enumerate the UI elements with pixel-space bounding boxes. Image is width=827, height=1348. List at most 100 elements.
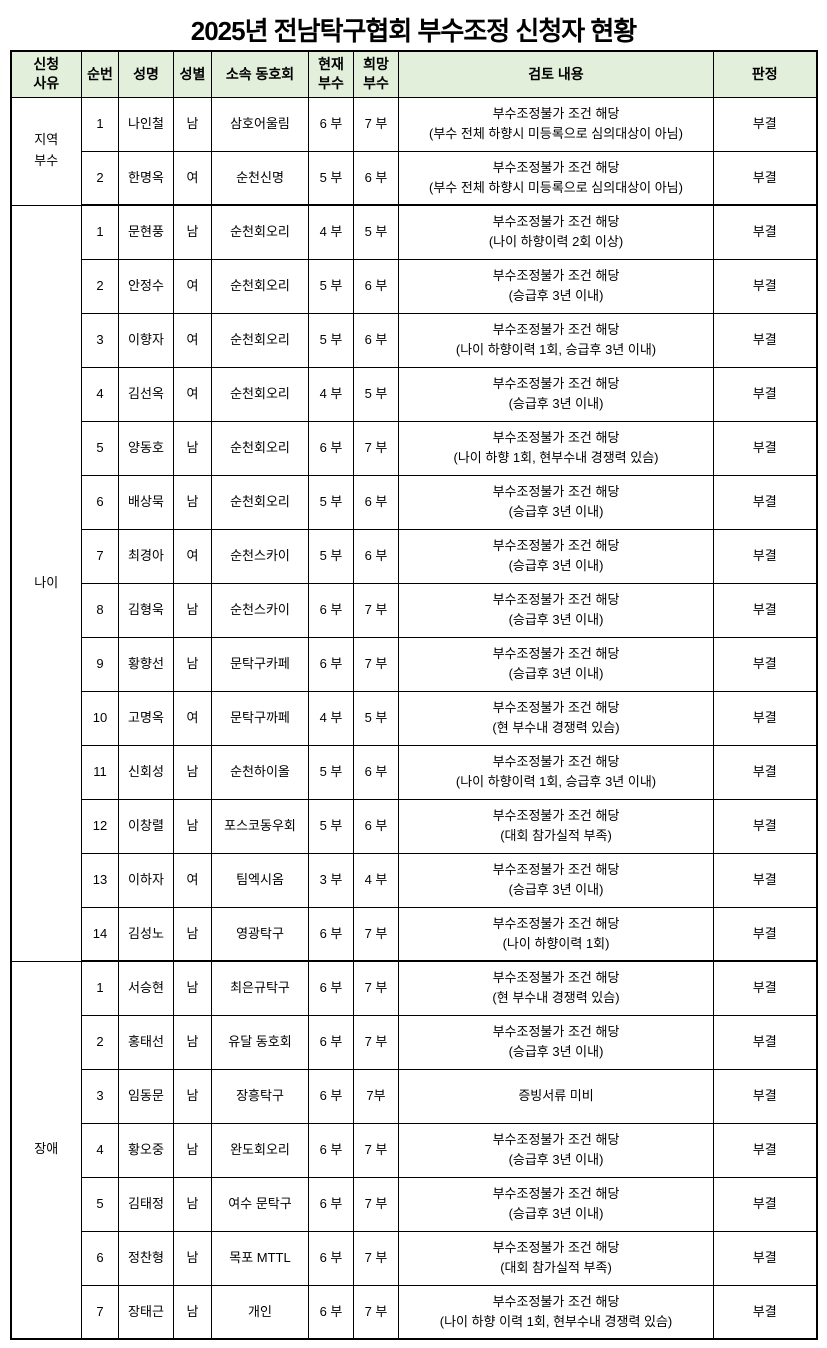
judgment-cell: 부결 <box>713 366 817 422</box>
name-cell: 안정수 <box>118 258 174 314</box>
review-cell: 부수조정불가 조건 해당 (나이 하향 1회, 현부수내 경쟁력 있슴) <box>398 420 714 476</box>
number-cell: 13 <box>81 852 119 908</box>
number-cell: 2 <box>81 258 119 314</box>
gender-cell: 남 <box>173 1230 212 1286</box>
name-cell: 문현풍 <box>118 204 174 260</box>
desired-division-cell: 7 부 <box>353 1176 399 1232</box>
desired-division-cell: 7부 <box>353 1068 399 1124</box>
review-cell: 부수조정불가 조건 해당 (승급후 3년 이내) <box>398 1014 714 1070</box>
judgment-cell: 부결 <box>713 1068 817 1124</box>
number-cell: 5 <box>81 420 119 476</box>
review-cell: 부수조정불가 조건 해당 (부수 전체 하향시 미등록으로 심의대상이 아님) <box>398 150 714 206</box>
header-gender: 성별 <box>173 50 212 98</box>
current-division-cell: 5 부 <box>308 798 354 854</box>
club-cell: 순천회오리 <box>211 366 309 422</box>
table-header: 신청 사유 순번 성명 성별 소속 동호회 현재 부수 희망 부수 검토 내용 … <box>10 50 817 98</box>
reason-cell: 지역 부수 <box>10 96 82 206</box>
current-division-cell: 6 부 <box>308 1068 354 1124</box>
current-division-cell: 6 부 <box>308 906 354 962</box>
judgment-cell: 부결 <box>713 960 817 1016</box>
number-cell: 3 <box>81 1068 119 1124</box>
name-cell: 황오중 <box>118 1122 174 1178</box>
review-cell: 부수조정불가 조건 해당 (현 부수내 경쟁력 있슴) <box>398 960 714 1016</box>
header-judgment: 판정 <box>713 50 817 98</box>
current-division-cell: 6 부 <box>308 636 354 692</box>
gender-cell: 여 <box>173 312 212 368</box>
review-cell: 부수조정불가 조건 해당 (대회 참가실적 부족) <box>398 1230 714 1286</box>
name-cell: 서승현 <box>118 960 174 1016</box>
judgment-cell: 부결 <box>713 690 817 746</box>
club-cell: 영광탁구 <box>211 906 309 962</box>
gender-cell: 남 <box>173 1176 212 1232</box>
review-cell: 부수조정불가 조건 해당 (부수 전체 하향시 미등록으로 심의대상이 아님) <box>398 96 714 152</box>
club-cell: 순천하이올 <box>211 744 309 800</box>
name-cell: 홍태선 <box>118 1014 174 1070</box>
reason-cell: 나이 <box>10 204 82 962</box>
club-cell: 순천회오리 <box>211 258 309 314</box>
club-cell: 완도회오리 <box>211 1122 309 1178</box>
current-division-cell: 6 부 <box>308 1014 354 1070</box>
club-cell: 순천신명 <box>211 150 309 206</box>
number-cell: 2 <box>81 1014 119 1070</box>
desired-division-cell: 6 부 <box>353 474 399 530</box>
desired-division-cell: 6 부 <box>353 312 399 368</box>
club-cell: 순천회오리 <box>211 312 309 368</box>
gender-cell: 남 <box>173 906 212 962</box>
name-cell: 양동호 <box>118 420 174 476</box>
club-cell: 유달 동호회 <box>211 1014 309 1070</box>
name-cell: 이창렬 <box>118 798 174 854</box>
review-cell: 부수조정불가 조건 해당 (나이 하향이력 1회, 승급후 3년 이내) <box>398 744 714 800</box>
desired-division-cell: 6 부 <box>353 258 399 314</box>
club-cell: 순천회오리 <box>211 420 309 476</box>
gender-cell: 남 <box>173 1284 212 1340</box>
current-division-cell: 4 부 <box>308 690 354 746</box>
club-cell: 순천회오리 <box>211 204 309 260</box>
review-cell: 부수조정불가 조건 해당 (승급후 3년 이내) <box>398 258 714 314</box>
judgment-cell: 부결 <box>713 636 817 692</box>
desired-division-cell: 7 부 <box>353 1122 399 1178</box>
current-division-cell: 3 부 <box>308 852 354 908</box>
name-cell: 김선옥 <box>118 366 174 422</box>
judgment-cell: 부결 <box>713 744 817 800</box>
current-division-cell: 4 부 <box>308 204 354 260</box>
review-cell: 부수조정불가 조건 해당 (나이 하향 이력 1회, 현부수내 경쟁력 있슴) <box>398 1284 714 1340</box>
name-cell: 장태근 <box>118 1284 174 1340</box>
number-cell: 14 <box>81 906 119 962</box>
club-cell: 순천스카이 <box>211 528 309 584</box>
judgment-cell: 부결 <box>713 204 817 260</box>
name-cell: 황향선 <box>118 636 174 692</box>
current-division-cell: 6 부 <box>308 1284 354 1340</box>
judgment-cell: 부결 <box>713 1230 817 1286</box>
club-cell: 팀엑시옴 <box>211 852 309 908</box>
header-desired-division: 희망 부수 <box>353 50 399 98</box>
header-review: 검토 내용 <box>398 50 714 98</box>
desired-division-cell: 6 부 <box>353 798 399 854</box>
number-cell: 9 <box>81 636 119 692</box>
current-division-cell: 6 부 <box>308 1176 354 1232</box>
desired-division-cell: 7 부 <box>353 420 399 476</box>
review-cell: 부수조정불가 조건 해당 (승급후 3년 이내) <box>398 636 714 692</box>
review-cell: 부수조정불가 조건 해당 (현 부수내 경쟁력 있슴) <box>398 690 714 746</box>
header-reason: 신청 사유 <box>10 50 82 98</box>
judgment-cell: 부결 <box>713 474 817 530</box>
judgment-cell: 부결 <box>713 96 817 152</box>
reason-cell: 장애 <box>10 960 82 1340</box>
gender-cell: 남 <box>173 1014 212 1070</box>
club-cell: 문탁구카페 <box>211 636 309 692</box>
gender-cell: 남 <box>173 474 212 530</box>
gender-cell: 남 <box>173 582 212 638</box>
judgment-cell: 부결 <box>713 150 817 206</box>
current-division-cell: 6 부 <box>308 96 354 152</box>
current-division-cell: 6 부 <box>308 1122 354 1178</box>
current-division-cell: 6 부 <box>308 420 354 476</box>
review-cell: 증빙서류 미비 <box>398 1068 714 1124</box>
